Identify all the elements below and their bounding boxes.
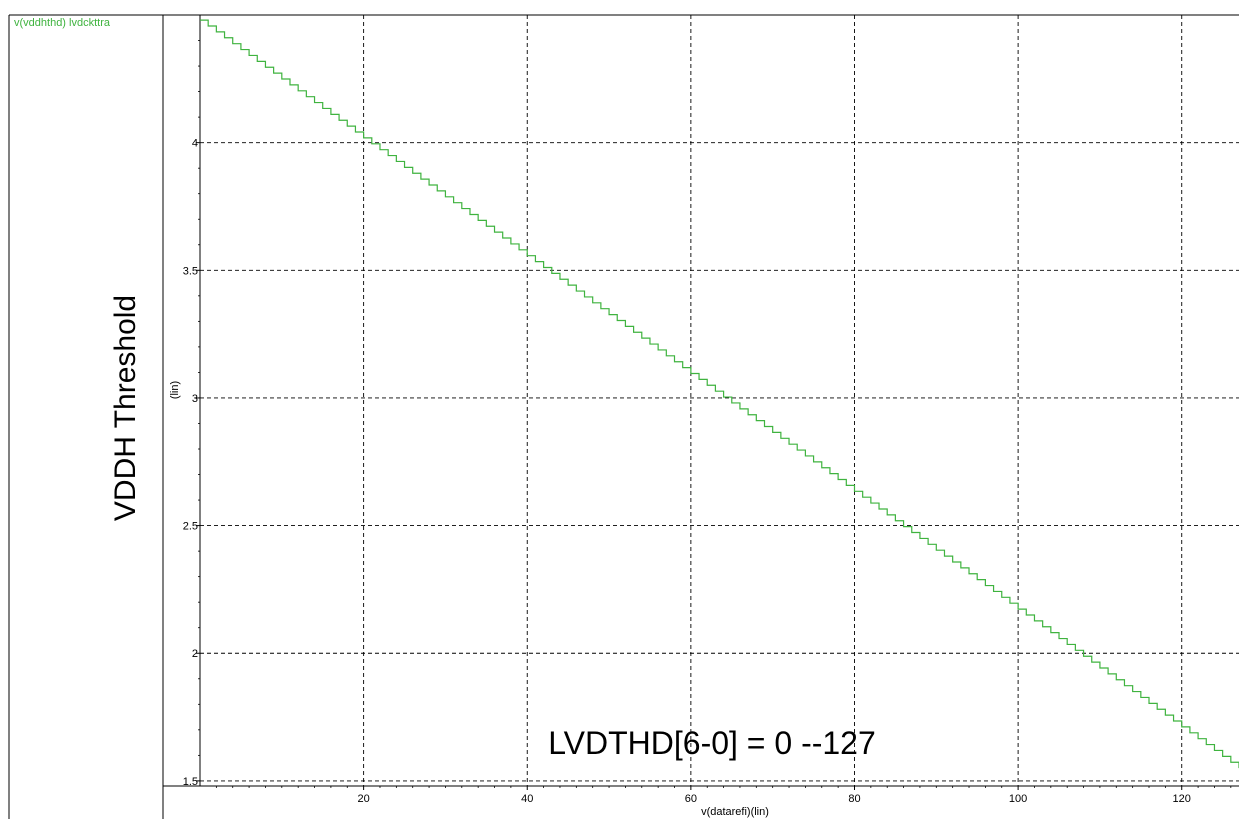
range-annotation: LVDTHD[6-0] = 0 --127 <box>548 725 876 761</box>
x-tick-label: 60 <box>685 793 697 805</box>
y-tick-label: 4 <box>192 138 198 150</box>
y-tick-label: 2 <box>192 648 198 660</box>
y-tick-label: 3.5 <box>183 265 198 277</box>
y-axis-title: VDDH Threshold <box>109 295 142 521</box>
y-tick-label: 2.5 <box>183 521 198 533</box>
x-tick-label: 40 <box>521 793 533 805</box>
x-axis-title: v(datarefi)(lin) <box>701 806 769 818</box>
y-axis-unit: (lin) <box>169 381 181 399</box>
x-tick-label: 120 <box>1173 793 1191 805</box>
x-tick-label: 80 <box>848 793 860 805</box>
grid-layer <box>200 15 1239 786</box>
tick-layer: 20 40 60 80 100 120 1.5 2 2.5 3 3.5 4 <box>183 40 1232 805</box>
series-layer <box>200 19 1239 769</box>
series-line <box>200 19 1239 769</box>
y-tick-label: 1.5 <box>183 776 198 788</box>
legend-entry: v(vddhthd) lvdckttra <box>14 17 111 29</box>
x-tick-label: 20 <box>357 793 369 805</box>
x-tick-label: 100 <box>1009 793 1027 805</box>
y-tick-label: 3 <box>192 393 198 405</box>
